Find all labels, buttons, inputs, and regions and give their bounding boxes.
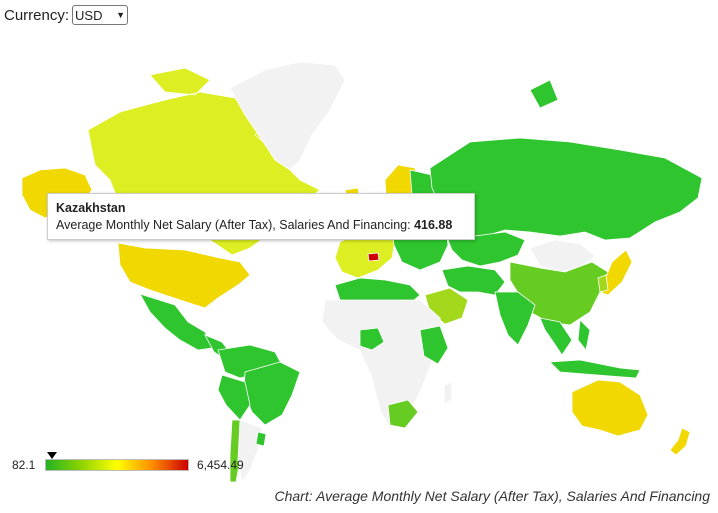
currency-label: Currency: xyxy=(4,6,70,24)
country-korea[interactable] xyxy=(597,274,609,293)
country-greenland[interactable] xyxy=(229,61,346,171)
tooltip-country: Kazakhstan xyxy=(56,201,126,215)
map-tooltip: Kazakhstan Average Monthly Net Salary (A… xyxy=(47,193,475,240)
country-kazakhstan[interactable] xyxy=(447,231,526,267)
legend-min-label: 82.1 xyxy=(12,458,36,472)
country-nigeria[interactable] xyxy=(359,327,385,351)
currency-select[interactable]: USD ▼ xyxy=(72,5,129,25)
legend-max-label: 6,454.49 xyxy=(197,458,244,472)
country-ethiopia-kenya[interactable] xyxy=(419,325,449,365)
country-mongolia[interactable] xyxy=(529,239,596,273)
tooltip-body: Average Monthly Net Salary (After Tax), … xyxy=(56,217,466,234)
country-india[interactable] xyxy=(494,291,536,346)
currency-control: Currency: USD ▼ xyxy=(4,5,129,25)
tooltip-value: 416.88 xyxy=(414,218,453,232)
country-argentina[interactable] xyxy=(237,419,263,484)
country-peru-bolivia[interactable] xyxy=(217,374,251,421)
country-switzerland[interactable] xyxy=(367,252,380,262)
country-south-africa[interactable] xyxy=(387,399,419,429)
country-australia[interactable] xyxy=(571,379,649,437)
currency-selected-value: USD xyxy=(75,7,103,23)
country-new-zealand[interactable] xyxy=(669,427,691,456)
map-regions xyxy=(21,61,703,484)
legend-marker-icon xyxy=(47,452,57,459)
country-united-states[interactable] xyxy=(117,242,251,309)
country-middle-east[interactable] xyxy=(441,265,506,296)
country-southeast-asia[interactable] xyxy=(539,317,591,356)
country-sub-saharan-africa[interactable] xyxy=(321,299,446,429)
tooltip-metric-label: Average Monthly Net Salary (After Tax), … xyxy=(56,218,411,232)
country-madagascar[interactable] xyxy=(443,381,453,405)
country-indonesia[interactable] xyxy=(549,359,641,379)
legend-gradient-bar xyxy=(45,459,189,471)
country-mexico[interactable] xyxy=(139,293,213,351)
country-uruguay[interactable] xyxy=(255,431,267,447)
chevron-down-icon: ▼ xyxy=(116,10,126,20)
chart-caption: Chart: Average Monthly Net Salary (After… xyxy=(274,488,711,504)
country-brazil[interactable] xyxy=(243,361,301,426)
